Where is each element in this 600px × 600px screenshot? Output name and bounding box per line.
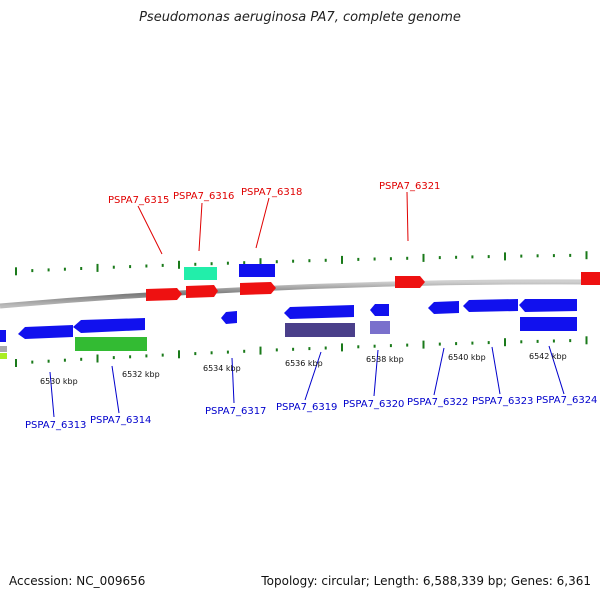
gene-label-pspa7-6323[interactable]: PSPA7_6323 [472, 396, 533, 407]
gene-feature[interactable] [146, 288, 182, 301]
inner-tick-marks [15, 336, 588, 367]
gene-label-pspa7-6317[interactable]: PSPA7_6317 [205, 406, 266, 417]
gene-label-pspa7-6318[interactable]: PSPA7_6318 [241, 187, 302, 198]
genome-title: Pseudomonas aeruginosa PA7, complete gen… [139, 10, 461, 25]
gene-feature[interactable] [0, 346, 7, 352]
gene-label-pspa7-6316[interactable]: PSPA7_6316 [173, 191, 234, 202]
scale-label: 6532 kbp [122, 370, 160, 379]
gene-feature[interactable] [284, 305, 354, 319]
gene-feature[interactable] [239, 264, 275, 277]
gene-feature[interactable] [184, 267, 217, 280]
scale-label: 6536 kbp [285, 359, 323, 368]
gene-feature[interactable] [370, 304, 389, 316]
gene-label-pspa7-6313[interactable]: PSPA7_6313 [25, 420, 86, 431]
gene-label-pspa7-6315[interactable]: PSPA7_6315 [108, 195, 169, 206]
gene-label-pspa7-6321[interactable]: PSPA7_6321 [379, 181, 440, 192]
top-label-leaders [137, 191, 409, 255]
top-gene-labels: PSPA7_6315 PSPA7_6316 PSPA7_6318 PSPA7_6… [108, 181, 440, 206]
gene-feature[interactable] [0, 330, 6, 342]
gene-feature[interactable] [221, 311, 237, 324]
scale-label: 6538 kbp [366, 355, 404, 364]
gene-feature[interactable] [428, 301, 459, 314]
scale-label: 6534 kbp [203, 364, 241, 373]
gene-feature[interactable] [463, 299, 518, 312]
bottom-label-leaders [49, 345, 565, 418]
bottom-gene-labels: PSPA7_6313 PSPA7_6314 PSPA7_6317 PSPA7_6… [25, 395, 597, 431]
gene-label-pspa7-6319[interactable]: PSPA7_6319 [276, 402, 337, 413]
accession-text: Accession: NC_009656 [9, 574, 146, 588]
gene-feature[interactable] [519, 299, 577, 312]
genome-summary-text: Topology: circular; Length: 6,588,339 bp… [261, 574, 591, 588]
gene-feature[interactable] [186, 285, 218, 298]
gene-feature[interactable] [520, 317, 577, 331]
gene-feature[interactable] [395, 276, 425, 288]
scale-label: 6530 kbp [40, 377, 78, 386]
gene-feature[interactable] [370, 321, 390, 334]
scale-label: 6542 kbp [529, 352, 567, 361]
gene-label-pspa7-6324[interactable]: PSPA7_6324 [536, 395, 597, 406]
gene-feature[interactable] [18, 325, 73, 339]
outer-tick-marks [15, 251, 588, 276]
scale-labels: 6530 kbp 6532 kbp 6534 kbp 6536 kbp 6538… [40, 352, 567, 386]
gene-feature[interactable] [581, 272, 600, 285]
gene-feature[interactable] [73, 318, 145, 333]
gene-label-pspa7-6320[interactable]: PSPA7_6320 [343, 399, 404, 410]
gene-label-pspa7-6322[interactable]: PSPA7_6322 [407, 397, 468, 408]
gene-feature[interactable] [75, 337, 147, 351]
gene-label-pspa7-6314[interactable]: PSPA7_6314 [90, 415, 151, 426]
gene-feature[interactable] [240, 282, 276, 295]
gene-feature[interactable] [285, 323, 355, 337]
gene-feature[interactable] [0, 353, 7, 359]
reverse-strand-genes [0, 299, 577, 359]
genome-backbone [0, 279, 600, 309]
forward-strand-genes [146, 264, 600, 301]
scale-label: 6540 kbp [448, 353, 486, 362]
